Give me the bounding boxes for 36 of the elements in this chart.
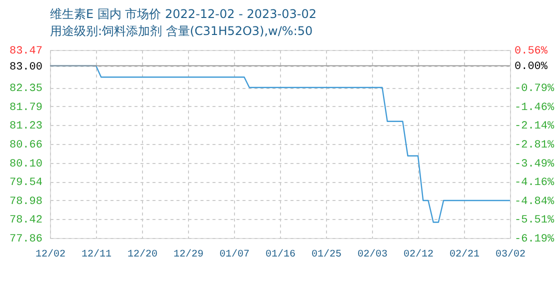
chart-subtitle: 用途级别:饲料添加剂 含量(C31H52O3),w/%:50 [50, 24, 313, 38]
y-tick-label: 82.35 [9, 83, 42, 96]
y2-tick-label: 0.00% [514, 61, 548, 74]
y-tick-label: 81.23 [9, 120, 42, 133]
x-tick-label: 01/07 [219, 248, 250, 260]
y2-tick-label: -4.16% [514, 176, 555, 189]
y2-tick-label: -0.79% [514, 83, 555, 96]
x-tick-label: 02/03 [357, 248, 388, 260]
y2-tick-label: -1.46% [514, 102, 555, 114]
y2-tick-label: -3.49% [514, 158, 555, 170]
y-tick-label: 80.10 [9, 158, 42, 170]
y-tick-label: 83.00 [9, 61, 42, 74]
y2-tick-label: -2.14% [514, 120, 555, 133]
y-tick-label: 83.47 [9, 46, 42, 58]
y-tick-label: 80.66 [9, 140, 42, 152]
x-tick-label: 12/20 [127, 248, 158, 260]
chart-title: 维生素E 国内 市场价 2022-12-02 - 2023-03-02 [50, 7, 316, 21]
x-tick-label: 02/12 [403, 248, 434, 260]
y-tick-label: 81.79 [9, 102, 42, 114]
x-tick-label: 01/25 [311, 248, 342, 260]
x-tick-label: 12/11 [81, 248, 112, 260]
y-tick-label: 77.86 [9, 234, 42, 246]
x-tick-label: 03/02 [495, 248, 526, 260]
x-tick-label: 12/02 [35, 248, 66, 260]
y2-tick-label: -5.51% [514, 214, 555, 227]
y-tick-label: 78.42 [9, 214, 42, 227]
x-tick-label: 12/29 [173, 248, 204, 260]
y2-tick-label: -2.81% [514, 139, 555, 152]
x-tick-label: 01/16 [265, 248, 296, 260]
y2-tick-label: -4.84% [514, 196, 555, 208]
x-tick-label: 02/21 [449, 248, 480, 260]
y2-tick-label: -6.19% [514, 234, 555, 246]
y-tick-label: 78.98 [9, 196, 42, 208]
y2-tick-label: 0.56% [514, 46, 548, 58]
y-tick-label: 79.54 [9, 177, 43, 190]
line-series [49, 65, 511, 223]
